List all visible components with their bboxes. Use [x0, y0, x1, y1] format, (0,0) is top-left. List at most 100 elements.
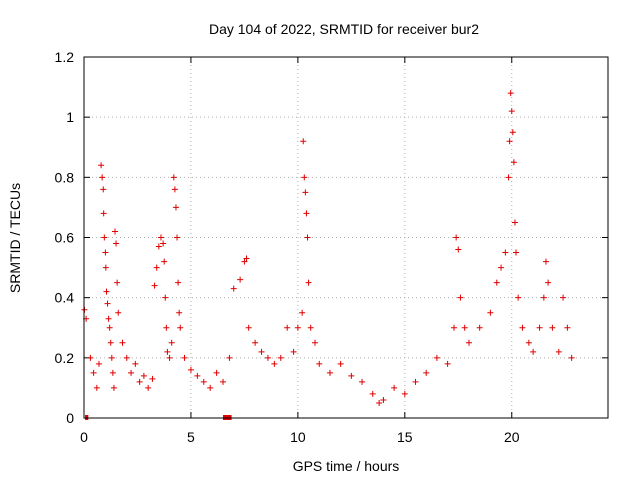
- data-point: [303, 210, 310, 217]
- data-point: [164, 348, 171, 355]
- data-point: [337, 360, 344, 367]
- x-tick-label: 5: [187, 429, 195, 445]
- data-point: [380, 396, 387, 403]
- data-point: [194, 372, 201, 379]
- x-tick-label: 15: [397, 429, 413, 445]
- y-tick-label: 0: [66, 410, 74, 426]
- data-point: [451, 324, 458, 331]
- x-axis-ticks: 0 5 10 15 20: [80, 57, 520, 445]
- data-point: [163, 324, 170, 331]
- data-point: [95, 360, 102, 367]
- data-point: [132, 360, 139, 367]
- data-point: [168, 339, 175, 346]
- data-point: [102, 249, 109, 256]
- data-point: [109, 369, 116, 376]
- data-point: [530, 348, 537, 355]
- chart-title: Day 104 of 2022, SRMTID for receiver bur…: [209, 21, 479, 37]
- y-tick-label: 0.4: [55, 290, 75, 306]
- data-point: [506, 138, 513, 145]
- data-point: [376, 399, 383, 406]
- data-point: [511, 219, 518, 226]
- data-point: [171, 186, 178, 193]
- data-point: [505, 174, 512, 181]
- y-tick-label: 1.2: [55, 49, 75, 65]
- data-point: [252, 339, 259, 346]
- data-point: [213, 369, 220, 376]
- data-point: [155, 243, 162, 250]
- data-point: [507, 90, 514, 97]
- data-point: [100, 210, 107, 217]
- data-point: [243, 255, 250, 262]
- data-point: [207, 384, 214, 391]
- data-point: [172, 204, 179, 211]
- data-point: [294, 324, 301, 331]
- data-point: [277, 354, 284, 361]
- data-point: [107, 339, 114, 346]
- data-point: [100, 186, 107, 193]
- data-point: [412, 378, 419, 385]
- data-point: [98, 162, 105, 169]
- data-point: [299, 309, 306, 316]
- data-point: [311, 339, 318, 346]
- data-point: [123, 354, 130, 361]
- data-point: [302, 189, 309, 196]
- data-point: [536, 324, 543, 331]
- data-point: [493, 279, 500, 286]
- data-point: [391, 384, 398, 391]
- data-point: [177, 324, 184, 331]
- data-point: [112, 228, 119, 235]
- y-tick-label: 0.6: [55, 230, 75, 246]
- x-tick-label: 10: [290, 429, 306, 445]
- data-point: [359, 378, 366, 385]
- data-point: [568, 354, 575, 361]
- data-point: [119, 339, 126, 346]
- data-point: [307, 324, 314, 331]
- data-point: [166, 354, 173, 361]
- data-point: [241, 258, 248, 265]
- data-point: [230, 285, 237, 292]
- data-point: [540, 294, 547, 301]
- data-point: [457, 294, 464, 301]
- data-point: [264, 354, 271, 361]
- data-point: [258, 348, 265, 355]
- data-point: [105, 315, 112, 322]
- data-point: [149, 375, 156, 382]
- data-point: [444, 360, 451, 367]
- data-point: [515, 294, 522, 301]
- data-point: [301, 174, 308, 181]
- data-point: [326, 369, 333, 376]
- data-point: [104, 300, 111, 307]
- data-point: [502, 249, 509, 256]
- data-point: [101, 234, 108, 241]
- data-point: [187, 366, 194, 373]
- data-point: [513, 249, 520, 256]
- data-point: [106, 324, 113, 331]
- data-point: [519, 324, 526, 331]
- data-point: [348, 372, 355, 379]
- data-point: [108, 354, 115, 361]
- data-point: [93, 384, 100, 391]
- x-axis-label: GPS time / hours: [293, 458, 400, 474]
- data-point: [170, 174, 177, 181]
- data-point: [87, 354, 94, 361]
- data-point: [284, 324, 291, 331]
- y-tick-label: 0.8: [55, 169, 75, 185]
- data-point: [564, 324, 571, 331]
- data-point: [461, 324, 468, 331]
- data-point: [401, 390, 408, 397]
- y-axis-label: SRMTID / TECUs: [7, 183, 23, 293]
- data-point: [433, 354, 440, 361]
- data-point: [151, 282, 158, 289]
- data-points: [81, 90, 575, 406]
- y-tick-label: 0.2: [55, 350, 75, 366]
- data-point: [455, 246, 462, 253]
- data-point: [136, 378, 143, 385]
- data-point: [549, 324, 556, 331]
- data-point: [453, 234, 460, 241]
- x-tick-label: 20: [504, 429, 520, 445]
- data-point: [476, 324, 483, 331]
- data-point: [115, 309, 122, 316]
- data-point: [128, 369, 135, 376]
- data-point: [145, 384, 152, 391]
